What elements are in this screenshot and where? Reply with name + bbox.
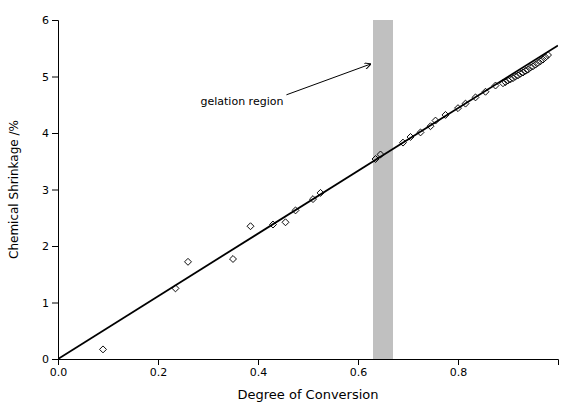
y-axis: 0 1 2 3 4 5 6 [42,14,59,366]
tick-label: 0 [42,353,49,366]
axis-line [59,360,559,366]
tick: 0 [42,353,58,366]
point [282,219,289,226]
x-axis: 0.0 0.2 0.4 0.6 0.8 [50,359,559,379]
tick-label: 1 [42,297,49,310]
tick-label: 2 [42,240,49,253]
plot: 0.0 0.2 0.4 0.6 0.8 0 1 2 3 4 5 6 Degree of Conversi… [7,14,559,402]
point [100,346,107,353]
tick-label: 6 [42,14,49,27]
tick: 0.2 [150,359,168,379]
fit-line [58,45,558,359]
tick-label: 3 [42,184,49,197]
annotation-arrow [286,64,370,95]
tick: 0.4 [250,359,268,379]
tick-mark [52,303,58,304]
tick-label: 0.0 [50,366,68,379]
annotation: gelation region [201,95,284,108]
tick-mark [258,359,259,365]
band [373,20,393,359]
tick: 2 [42,240,58,253]
tick: 6 [42,14,58,27]
tick-label: 0.8 [450,366,468,379]
tick: 4 [42,127,58,140]
y-axis-title: Chemical Shrinkage /% [7,120,21,259]
tick-mark [358,359,359,365]
tick-label: 5 [42,71,49,84]
marks [58,20,558,359]
tick-label: 0.4 [250,366,268,379]
tick-mark [52,246,58,247]
tick-mark [52,20,58,21]
x-axis-title: Degree of Conversion [238,387,379,402]
tick-mark [52,77,58,78]
tick-mark [52,133,58,134]
points [100,52,552,353]
tick: 5 [42,71,58,84]
tick: 1 [42,297,58,310]
axis-line [52,21,59,360]
tick: 0.8 [450,359,468,379]
point [247,223,254,230]
point [185,258,192,265]
tick: 0.0 [50,359,68,379]
tick-label: 4 [42,127,49,140]
tick-mark [458,359,459,365]
tick-mark [52,190,58,191]
tick: 3 [42,184,58,197]
tick-mark [52,359,58,360]
point [230,256,237,263]
tick: 0.6 [350,359,368,379]
chart: 0.0 0.2 0.4 0.6 0.8 0 1 2 3 4 5 6 Degree of Conversi… [0,0,582,409]
tick-label: 0.2 [150,366,168,379]
tick-label: 0.6 [350,366,368,379]
tick-mark [158,359,159,365]
